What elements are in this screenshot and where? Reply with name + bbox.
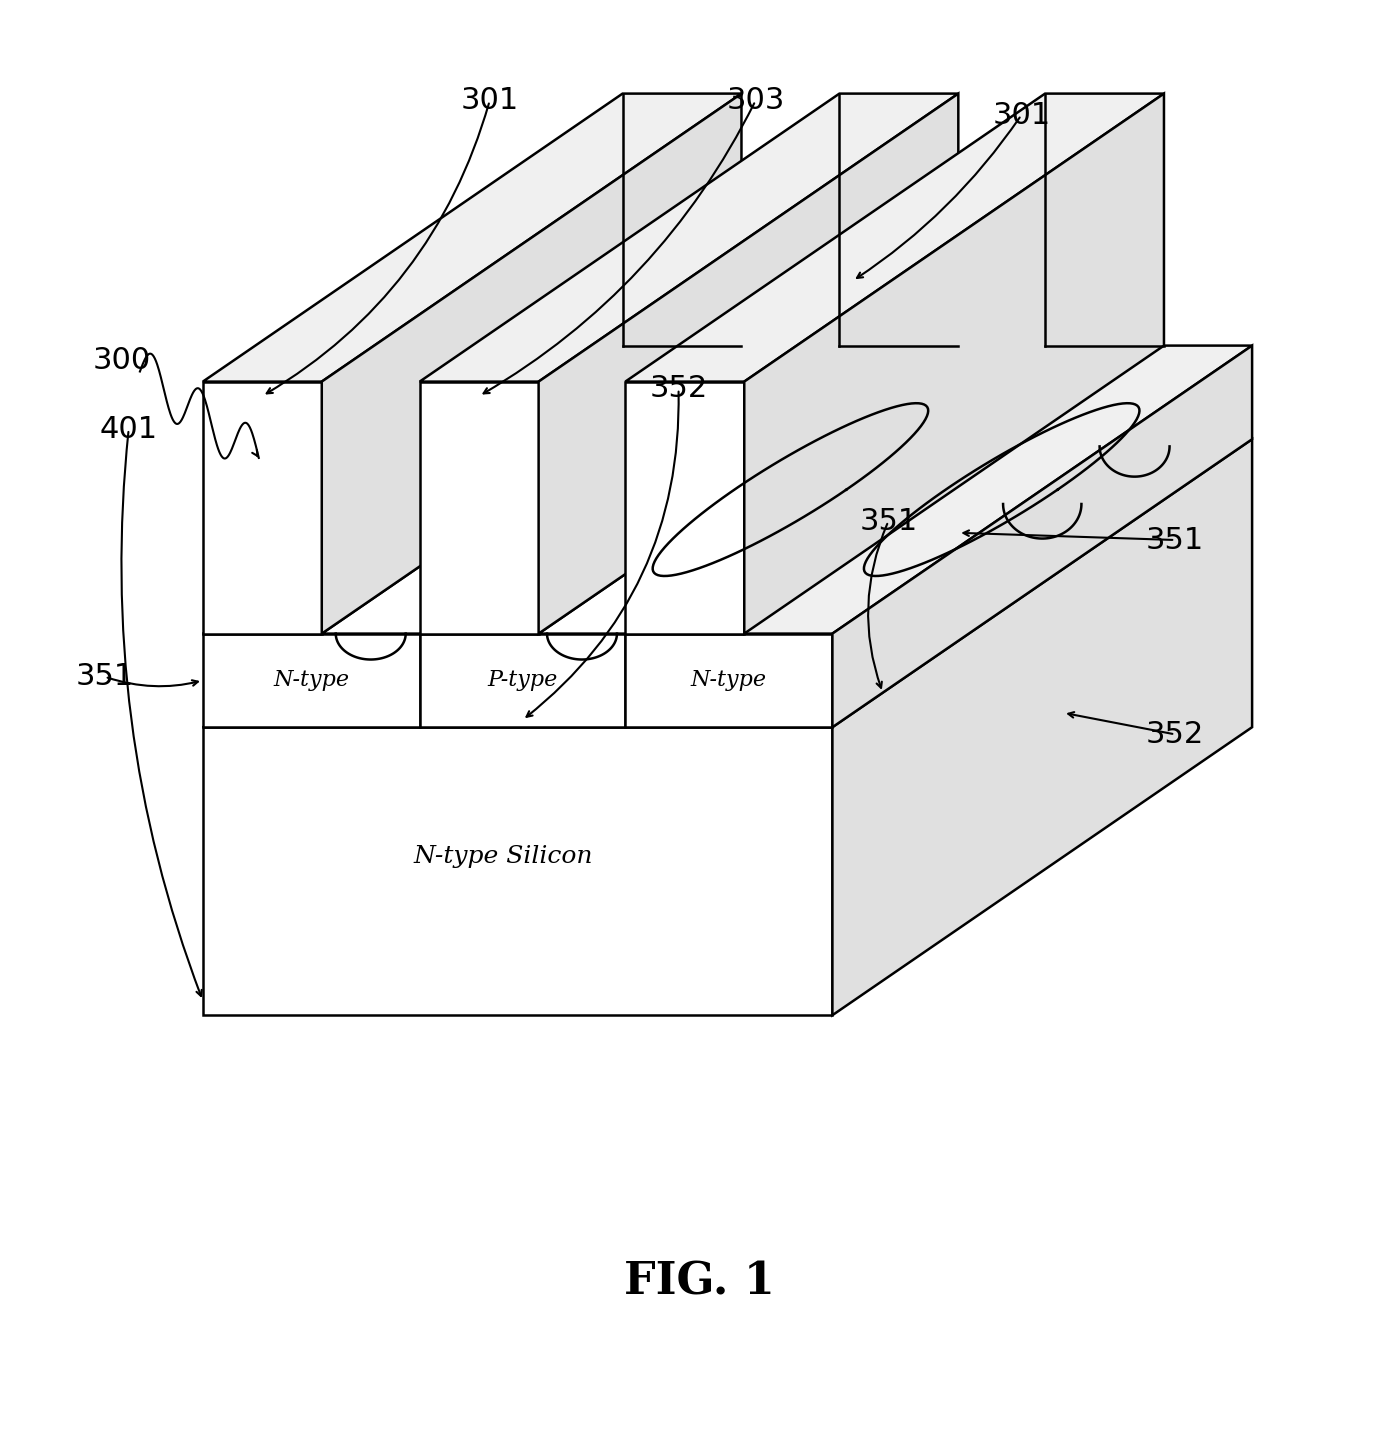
Text: 351: 351 — [76, 662, 134, 691]
Polygon shape — [203, 346, 1252, 634]
Polygon shape — [625, 94, 1164, 382]
Text: 352: 352 — [1146, 720, 1205, 749]
Polygon shape — [625, 382, 744, 634]
Polygon shape — [420, 634, 625, 727]
Text: 351: 351 — [1146, 526, 1205, 554]
Text: N-type: N-type — [273, 670, 350, 691]
Text: 351: 351 — [859, 507, 918, 536]
Text: 352: 352 — [649, 374, 708, 403]
Polygon shape — [832, 346, 1252, 727]
Polygon shape — [539, 346, 1045, 634]
Polygon shape — [203, 94, 741, 382]
Text: N-type Silicon: N-type Silicon — [414, 845, 593, 868]
Text: 401: 401 — [99, 415, 158, 444]
Polygon shape — [539, 94, 958, 634]
Text: 301: 301 — [992, 101, 1051, 130]
Polygon shape — [420, 94, 958, 382]
Polygon shape — [832, 439, 1252, 1015]
Text: N-type: N-type — [691, 670, 767, 691]
Polygon shape — [744, 94, 1164, 634]
Text: 301: 301 — [460, 86, 519, 115]
Polygon shape — [203, 439, 1252, 727]
Text: 300: 300 — [92, 346, 151, 374]
Polygon shape — [420, 382, 539, 634]
Polygon shape — [203, 634, 420, 727]
Polygon shape — [322, 94, 741, 634]
Polygon shape — [203, 727, 832, 1015]
Text: 303: 303 — [726, 86, 785, 115]
Polygon shape — [625, 634, 832, 727]
Polygon shape — [322, 346, 839, 634]
Polygon shape — [203, 382, 322, 634]
Text: P-type: P-type — [487, 670, 558, 691]
Text: FIG. 1: FIG. 1 — [624, 1260, 775, 1303]
